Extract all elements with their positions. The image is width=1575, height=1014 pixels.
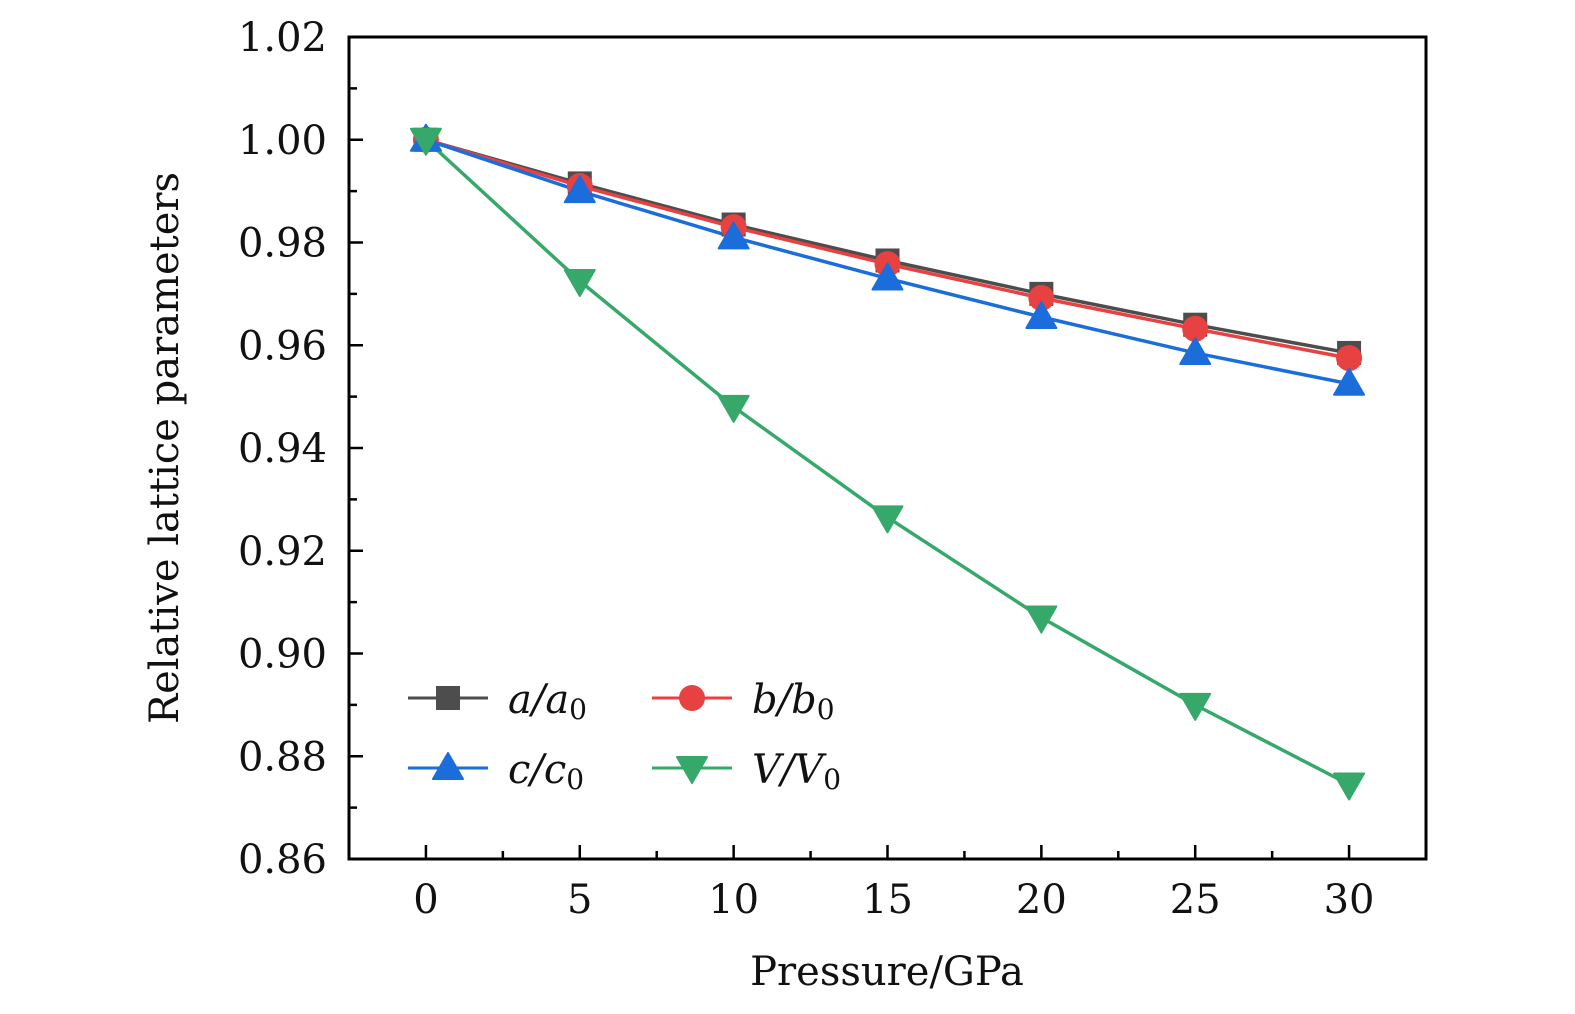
data-point: [1179, 336, 1212, 365]
y-tick-label: 0.88: [238, 734, 327, 780]
y-tick-label: 1.02: [238, 15, 327, 61]
legend-item: a/a0: [408, 677, 587, 726]
y-tick-label: 0.86: [238, 837, 327, 883]
legend-item: V/V0: [652, 747, 841, 796]
y-tick-label: 0.96: [238, 323, 327, 369]
series-line: [425, 138, 1350, 355]
data-point: [1333, 367, 1366, 396]
legend-label: b/b0: [752, 677, 835, 726]
data-point: [563, 269, 596, 298]
x-tick-label: 30: [1324, 877, 1375, 923]
legend-item: c/c0: [408, 747, 584, 796]
data-point: [871, 505, 904, 534]
legend-item: b/b0: [652, 677, 835, 726]
data-point: [871, 262, 904, 291]
x-axis-title: Pressure/GPa: [750, 949, 1024, 995]
legend: a/a0 b/b0 c/c0 V/V0: [408, 677, 841, 796]
plot-area: [409, 123, 1366, 801]
markers-V-over-V0: [409, 127, 1366, 801]
data-point: [717, 394, 750, 423]
plot-frame: [347, 35, 1428, 861]
legend-marker-icon: [679, 685, 705, 711]
y-tick-label: 0.98: [238, 221, 327, 267]
x-tick-label: 10: [708, 877, 759, 923]
x-tick-label: 0: [413, 877, 438, 923]
axis-ticks: 0 5 10 15 20 25 30 0.86 0.88 0.90 0.92 0.94 0.96 0.98…: [238, 15, 1375, 923]
x-tick-label: 5: [567, 877, 592, 923]
data-point: [563, 175, 596, 204]
y-tick-label: 0.92: [238, 529, 327, 575]
series-a-over-a0: [425, 138, 1350, 355]
y-tick-label: 0.90: [238, 632, 327, 678]
y-tick-label: 1.00: [238, 118, 327, 164]
y-axis-title: Relative lattice parameters: [142, 172, 188, 724]
legend-marker-icon: [676, 756, 708, 784]
x-tick-label: 20: [1016, 877, 1067, 923]
data-point: [1025, 605, 1058, 634]
data-point: [1336, 345, 1363, 372]
data-point: [1025, 300, 1058, 329]
data-point: [1182, 315, 1209, 342]
legend-marker-icon: [432, 752, 464, 780]
data-point: [1028, 284, 1055, 311]
x-tick-label: 25: [1170, 877, 1221, 923]
x-tick-label: 15: [862, 877, 913, 923]
legend-label: c/c0: [508, 747, 584, 796]
data-point: [717, 221, 750, 250]
data-point: [1179, 692, 1212, 721]
data-point: [409, 127, 442, 156]
legend-marker-icon: [436, 686, 460, 710]
data-point: [1333, 772, 1366, 801]
legend-label: V/V0: [752, 747, 841, 796]
y-tick-label: 0.94: [238, 426, 327, 472]
legend-label: a/a0: [508, 677, 587, 726]
